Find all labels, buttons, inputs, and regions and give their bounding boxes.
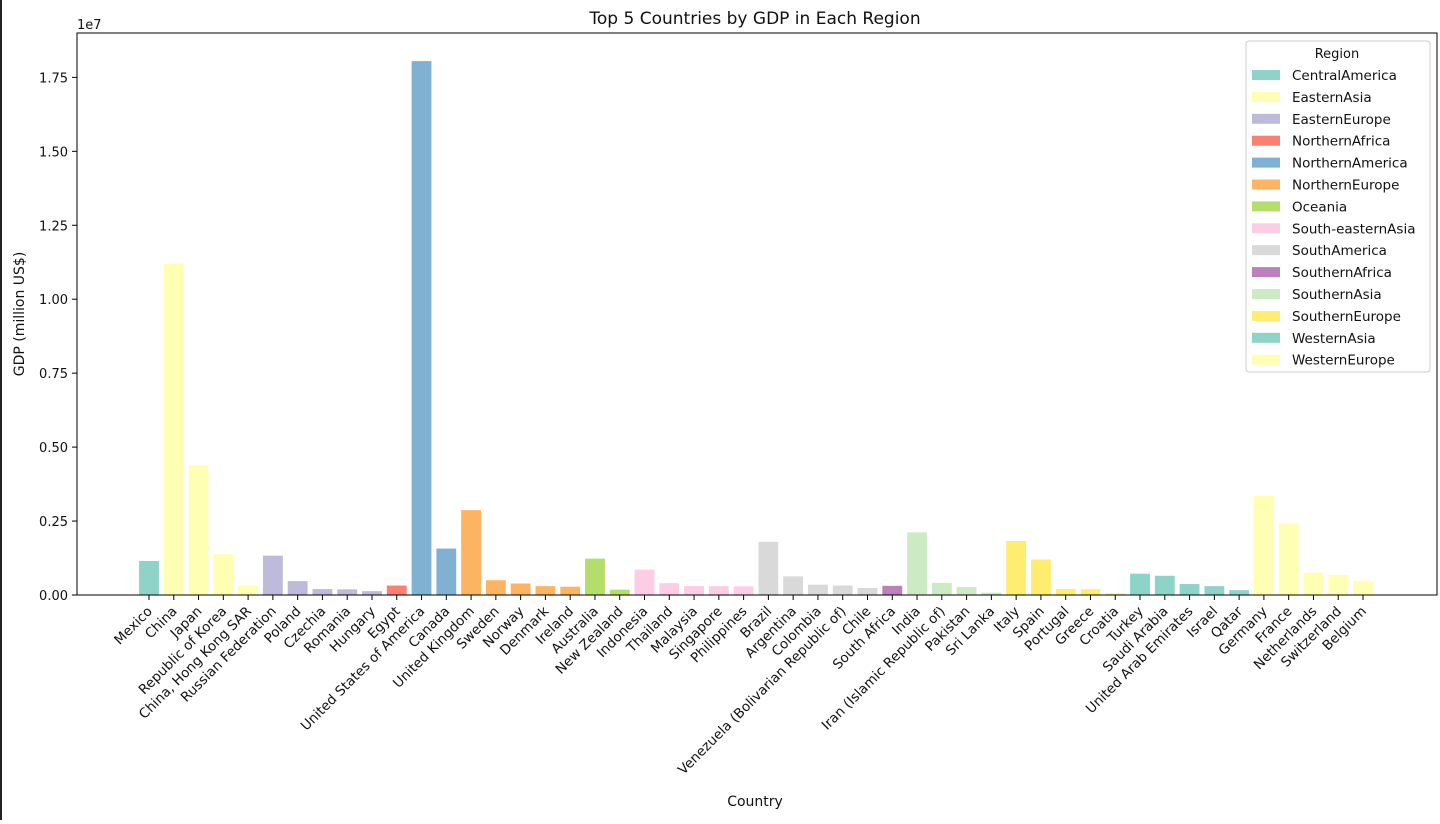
bar-philippines [733, 586, 754, 595]
bar-venezuela-bolivarian-republic-of [832, 585, 853, 595]
bar-malaysia [684, 586, 704, 595]
legend: Region CentralAmerica EasternAsia EasternE… [1245, 40, 1431, 373]
bar-japan [188, 465, 209, 595]
legend-label: South-easternAsia [1292, 221, 1415, 237]
legend-swatch [1252, 201, 1280, 212]
legend-box [1245, 40, 1431, 373]
bar-new-zealand [609, 589, 630, 595]
y-tick-label: 1.25 [39, 219, 68, 234]
bar-italy [1006, 540, 1027, 595]
bar-republic-of-korea [213, 554, 234, 595]
bar-hungary [362, 591, 382, 595]
bar-poland [287, 581, 308, 595]
bar-singapore [708, 586, 729, 595]
bar-france [1278, 523, 1299, 595]
bar-germany [1253, 495, 1274, 595]
bar-indonesia [634, 569, 655, 595]
legend-swatch [1252, 179, 1280, 190]
legend-swatch [1252, 70, 1280, 80]
bar-israel [1204, 586, 1225, 595]
bar-australia [585, 558, 605, 595]
legend-label: Oceania [1292, 199, 1347, 215]
y-axis-label: GDP (million US$) [12, 252, 28, 377]
y-tick-label: 0.25 [39, 515, 68, 530]
legend-label: EasternEurope [1292, 112, 1391, 128]
bar-egypt [386, 585, 407, 595]
bar-sri-lanka [981, 592, 1002, 595]
legend-label: NorthernAmerica [1292, 156, 1408, 172]
legend-label: EasternAsia [1292, 90, 1372, 106]
bar-colombia [808, 584, 828, 595]
bar-india [907, 532, 927, 595]
bar-united-kingdom [461, 510, 481, 595]
bar-greece [1080, 589, 1101, 595]
y-tick-label: 1.00 [39, 293, 68, 308]
bar-belgium [1353, 581, 1373, 595]
bar-sweden [485, 580, 506, 595]
legend-title: Region [1315, 47, 1360, 62]
bar-saudi-arabia [1154, 575, 1175, 595]
bar-united-states-of-america [411, 61, 432, 596]
legend-swatch [1252, 354, 1280, 365]
legend-label: SouthernAsia [1292, 287, 1382, 303]
bar-china [163, 263, 184, 595]
legend-swatch [1252, 91, 1280, 102]
y-axis-ticks: 0.00 0.25 0.50 0.75 1.00 1.25 1.50 1.75 [39, 71, 77, 604]
legend-label: WesternAsia [1292, 331, 1376, 347]
x-axis-label: Country [727, 794, 783, 810]
bar-qatar [1229, 590, 1250, 595]
bar-portugal [1055, 589, 1076, 595]
bar-pakistan [956, 587, 977, 595]
bar-turkey [1130, 573, 1150, 595]
legend-swatch [1252, 113, 1280, 124]
bar-spain [1031, 559, 1051, 595]
bar-ireland [560, 586, 581, 595]
bar-romania [337, 589, 358, 595]
legend-label: SouthAmerica [1292, 243, 1387, 259]
legend-swatch [1252, 157, 1280, 168]
legend-label: SouthernEurope [1292, 309, 1401, 325]
legend-swatch [1252, 310, 1280, 321]
y-tick-label: 0.75 [39, 367, 68, 382]
bar-south-africa [882, 585, 903, 595]
bar-canada [436, 548, 457, 595]
bar-mexico [139, 560, 159, 595]
legend-label: WesternEurope [1292, 353, 1395, 369]
bar-united-arab-emirates [1179, 584, 1200, 595]
legend-swatch [1252, 289, 1280, 299]
bar-chile [857, 587, 878, 595]
y-tick-label: 0.50 [39, 441, 68, 456]
legend-swatch [1252, 267, 1280, 278]
bar-iran-islamic-republic-of [931, 582, 952, 595]
bar-netherlands [1303, 572, 1324, 595]
bar-switzerland [1328, 574, 1349, 595]
y-axis-exponent-label: 1e7 [77, 18, 102, 33]
bar-thailand [659, 583, 680, 595]
legend-label: SouthernAfrica [1292, 265, 1392, 281]
bars-layer [139, 61, 1373, 596]
y-tick-label: 1.50 [39, 145, 68, 160]
bar-argentina [783, 576, 804, 595]
legend-label: CentralAmerica [1292, 68, 1397, 84]
legend-swatch [1252, 223, 1280, 234]
legend-swatch [1252, 135, 1280, 146]
bar-china-hong-kong-sar [238, 585, 259, 595]
bar-brazil [758, 541, 779, 595]
y-tick-label: 1.75 [39, 71, 68, 86]
bar-russian-federation [262, 555, 283, 595]
chart-title: Top 5 Countries by GDP in Each Region [588, 9, 920, 29]
legend-label: NorthernEurope [1292, 178, 1399, 194]
legend-swatch [1252, 332, 1280, 343]
y-tick-label: 0.00 [39, 589, 68, 604]
bar-norway [510, 583, 531, 595]
bar-czechia [312, 589, 333, 595]
bar-croatia [1105, 593, 1126, 595]
plot-frame [76, 32, 1438, 596]
legend-swatch [1252, 245, 1280, 256]
bar-denmark [535, 586, 556, 595]
legend-label: NorthernAfrica [1292, 134, 1390, 150]
